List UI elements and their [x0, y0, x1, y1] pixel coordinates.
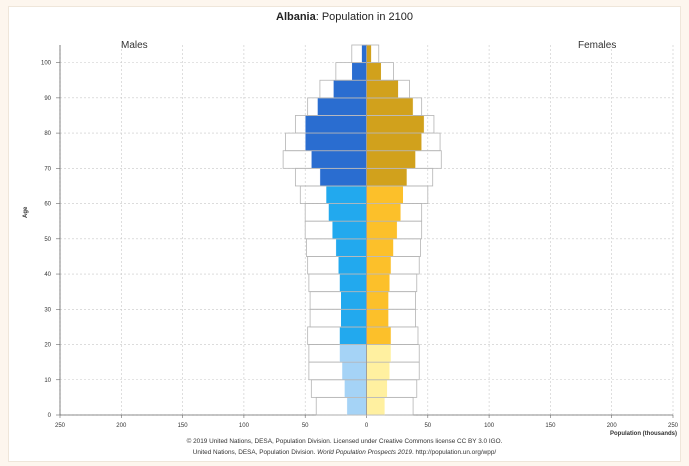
males-label: Males — [121, 40, 148, 51]
female-bar-100+ — [366, 44, 372, 63]
x-tick-label: 100 — [239, 423, 250, 429]
male-bar-25-29 — [340, 309, 367, 328]
female-bar-90-94 — [366, 79, 399, 99]
x-tick-label: 250 — [55, 423, 66, 429]
y-tick-label: 40 — [44, 272, 51, 278]
female-bar-85-89 — [366, 97, 414, 116]
male-bar-5-9 — [344, 379, 367, 398]
y-tick-label: 60 — [44, 202, 51, 208]
female-bar-55-59 — [366, 203, 402, 222]
credits-line-2-start: United Nations, DESA, Population Divisio… — [192, 449, 318, 456]
female-bar-60-64 — [366, 185, 404, 204]
x-axis-title: Population (thousands) — [610, 431, 677, 437]
x-tick-label: 50 — [302, 423, 309, 429]
female-bar-45-49 — [366, 238, 394, 257]
male-bar-70-74 — [311, 150, 367, 169]
female-bar-50-54 — [366, 220, 398, 240]
male-bar-85-89 — [317, 97, 367, 116]
x-tick-label: 100 — [484, 423, 495, 429]
male-bar-20-24 — [339, 326, 367, 345]
female-bar-95-99 — [366, 62, 382, 81]
male-bar-55-59 — [328, 203, 367, 222]
y-tick-label: 30 — [44, 307, 51, 313]
y-tick-label: 0 — [48, 413, 52, 419]
male-bar-80-84 — [304, 115, 367, 134]
female-bar-10-14 — [366, 361, 391, 381]
female-bar-30-34 — [366, 291, 389, 310]
credits-line-2-source: World Population Prospects 2019 — [317, 449, 412, 456]
female-bar-20-24 — [366, 326, 392, 345]
chart-title-rest: : Population in 2100 — [315, 11, 413, 23]
x-tick-label: 150 — [178, 423, 189, 429]
male-bar-45-49 — [335, 238, 367, 257]
male-bar-95-99 — [351, 62, 367, 81]
female-bar-5-9 — [366, 379, 388, 398]
male-bar-35-39 — [339, 273, 367, 292]
male-bar-60-64 — [325, 185, 367, 204]
female-bar-65-69 — [366, 168, 408, 187]
y-tick-label: 100 — [41, 61, 52, 67]
credits-line-2-end: . http://population.un.org/wpp/ — [411, 449, 497, 456]
female-bar-25-29 — [366, 309, 389, 328]
y-tick-label: 20 — [44, 343, 51, 349]
x-tick-label: 200 — [116, 423, 127, 429]
male-bar-50-54 — [331, 220, 367, 240]
female-bar-0-4 — [366, 397, 386, 416]
y-tick-label: 50 — [44, 237, 51, 243]
x-tick-label: 50 — [424, 423, 431, 429]
y-tick-label: 90 — [44, 96, 51, 102]
female-bar-80-84 — [366, 115, 425, 134]
chart-title: Albania: Population in 2100 — [0, 11, 689, 23]
male-bar-15-19 — [339, 344, 367, 363]
female-bar-15-19 — [366, 344, 392, 363]
male-bar-65-69 — [319, 168, 367, 187]
credits-line-1: © 2019 United Nations, DESA, Population … — [186, 438, 503, 445]
y-tick-label: 80 — [44, 131, 51, 137]
x-tick-label: 150 — [545, 423, 556, 429]
female-bar-40-44 — [366, 256, 392, 275]
male-bar-40-44 — [338, 256, 367, 275]
female-bar-35-39 — [366, 273, 391, 292]
male-bar-10-14 — [341, 361, 367, 381]
male-bar-90-94 — [333, 79, 367, 99]
female-bar-70-74 — [366, 150, 416, 169]
male-bar-30-34 — [340, 291, 367, 310]
male-bar-0-4 — [346, 397, 367, 416]
x-tick-label: 0 — [365, 423, 369, 429]
y-tick-label: 70 — [44, 166, 51, 172]
female-bar-75-79 — [366, 132, 422, 151]
male-bar-100+ — [361, 44, 367, 63]
x-tick-label: 250 — [668, 423, 679, 429]
male-bar-75-79 — [304, 132, 367, 151]
credits-line-2: United Nations, DESA, Population Divisio… — [0, 449, 689, 456]
females-label: Females — [578, 40, 617, 51]
x-tick-label: 200 — [607, 423, 618, 429]
y-tick-label: 10 — [44, 378, 51, 384]
chart-title-country: Albania — [276, 11, 316, 23]
